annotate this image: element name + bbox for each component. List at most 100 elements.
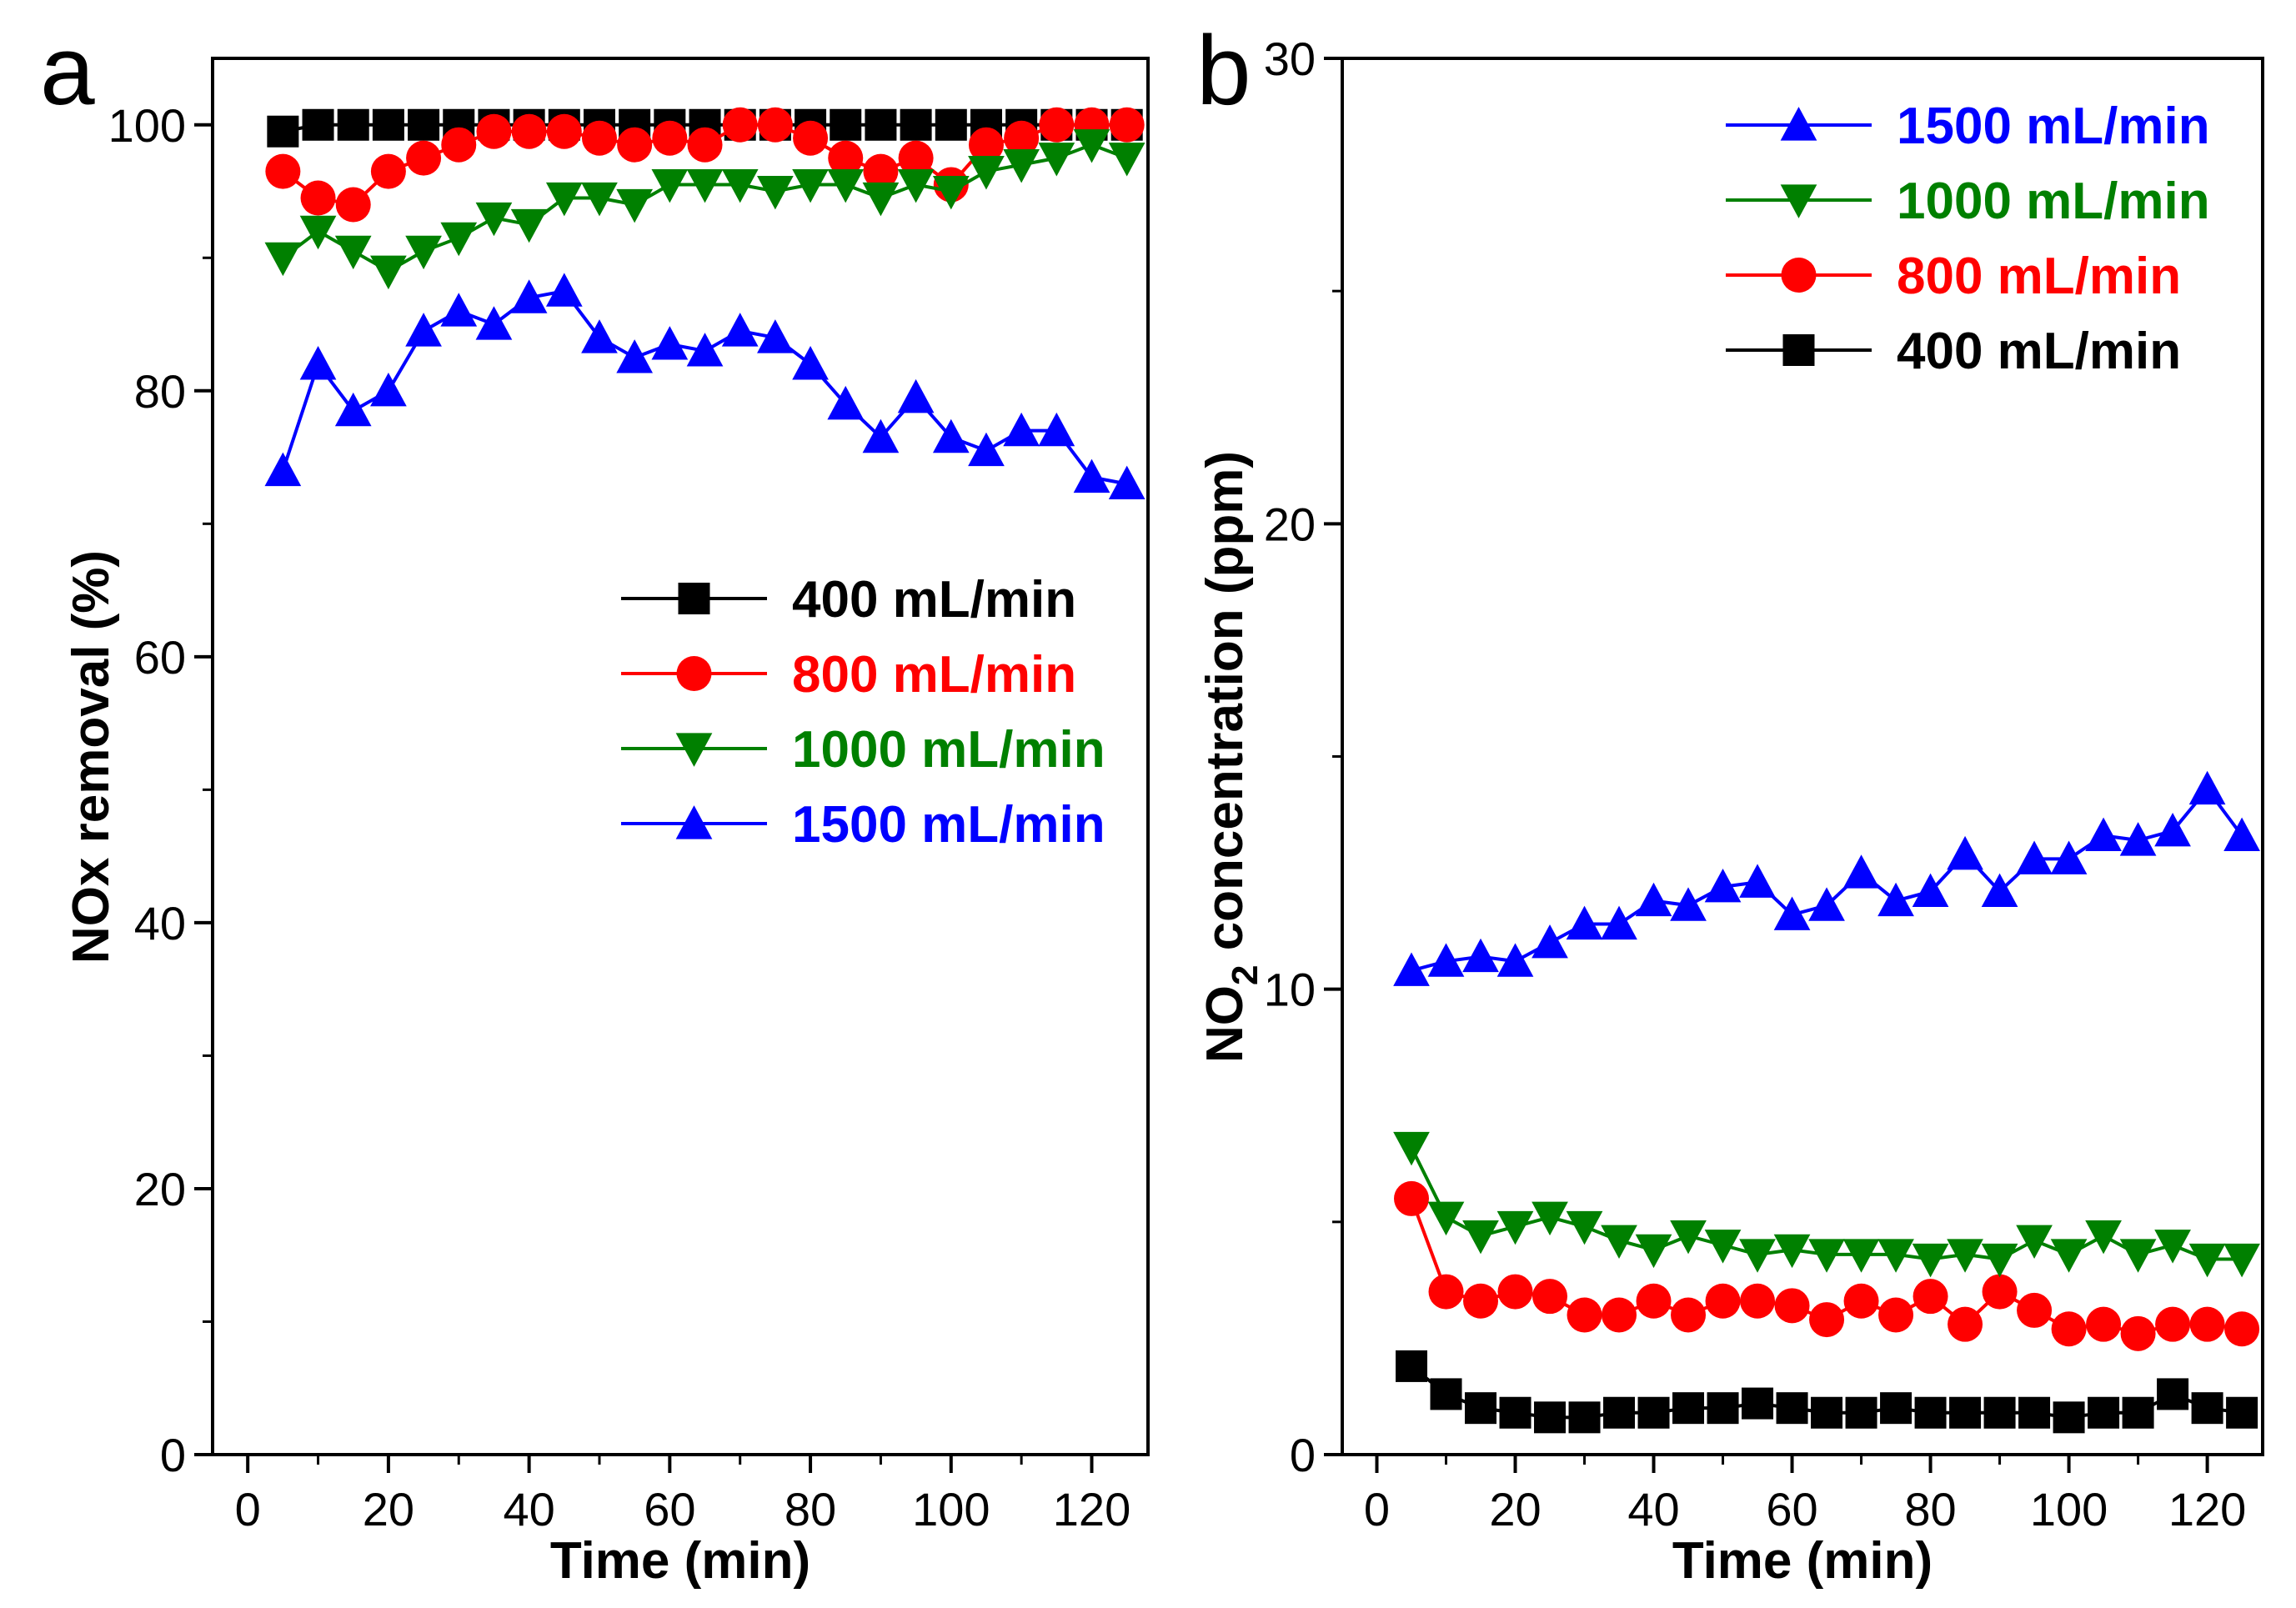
panel-a-data-point-1000-ml-min xyxy=(299,215,337,250)
panel-b-data-point-800-ml-min xyxy=(2120,1315,2156,1351)
panel-a-data-point-1000-ml-min xyxy=(334,235,372,270)
panel-b-data-point-800-ml-min xyxy=(1671,1297,1707,1333)
panel-b-y-axis-title-subscript: 2 xyxy=(1225,965,1266,985)
panel-a-data-point-400-ml-min xyxy=(337,108,369,141)
panel-a-data-point-1000-ml-min xyxy=(757,175,794,210)
panel-b-data-point-1500-ml-min xyxy=(2154,812,2191,847)
panel-a-data-point-1000-ml-min xyxy=(968,156,1005,190)
panel-b-data-point-400-ml-min xyxy=(1672,1392,1705,1425)
panel-b-legend-label-800-ml-min: 800 mL/min xyxy=(1897,248,2181,305)
panel-b-data-point-1500-ml-min xyxy=(2223,817,2260,851)
panel-b-data-point-800-ml-min xyxy=(1636,1283,1672,1319)
panel-a-legend-item-1000-ml-min: 1000 mL/min xyxy=(621,721,1105,779)
panel-a-data-point-400-ml-min xyxy=(372,108,404,141)
panel-a-data-point-800-ml-min xyxy=(406,140,442,176)
panel-a-data-point-1000-ml-min xyxy=(405,235,442,270)
panel-b-data-point-800-ml-min xyxy=(2017,1292,2053,1328)
panel-b-data-point-1500-ml-min xyxy=(1427,943,1465,977)
panel-a-data-point-1000-ml-min xyxy=(686,168,724,203)
panel-a-label: a xyxy=(40,16,95,126)
panel-b-x-tick-label: 120 xyxy=(2168,1483,2246,1535)
panel-b-x-tick-label: 100 xyxy=(2030,1483,2108,1535)
panel-a-data-point-1000-ml-min xyxy=(475,202,513,237)
panel-a-data-point-800-ml-min xyxy=(687,127,723,163)
panel-a-data-point-800-ml-min xyxy=(617,127,653,163)
panel-b-data-point-400-ml-min xyxy=(2226,1396,2258,1429)
panel-b-x-axis-title: Time (min) xyxy=(1672,1532,1933,1590)
panel-b-legend-marker-1000-ml-min xyxy=(1780,184,1817,218)
panel-b-legend-label-400-ml-min: 400 mL/min xyxy=(1897,323,2181,380)
panel-b-data-point-1500-ml-min xyxy=(1635,882,1672,917)
panel-b-data-point-1500-ml-min xyxy=(1566,905,1603,940)
panel-a-axes: 0 20 40 60 80 100 120 0 20 40 60 80 100 xyxy=(108,99,1131,1535)
panel-b-data-point-400-ml-min xyxy=(1603,1396,1636,1429)
panel-b-data-point-1000-ml-min xyxy=(1877,1239,1914,1273)
panel-b-data-point-1000-ml-min xyxy=(1566,1210,1603,1245)
panel-a-frame xyxy=(211,57,1150,1456)
panel-b-data-point-400-ml-min xyxy=(2088,1396,2120,1429)
panel-a-data-point-400-ml-min xyxy=(408,108,440,141)
panel-b-legend-item-1000-ml-min: 1000 mL/min xyxy=(1726,173,2210,230)
panel-a-data-point-1000-ml-min xyxy=(721,168,759,203)
panel-a-data-point-1500-ml-min xyxy=(405,313,442,347)
panel-b-data-point-1000-ml-min xyxy=(1704,1230,1742,1264)
panel-a-data-point-400-ml-min xyxy=(267,115,299,148)
panel-a-y-tick-label: 80 xyxy=(134,365,186,418)
panel-b-series-1500-ml-min xyxy=(1393,770,2260,986)
panel-b-data-point-800-ml-min xyxy=(2051,1311,2087,1347)
panel-a-data-point-1500-ml-min xyxy=(827,385,865,420)
panel-a-data-point-1000-ml-min xyxy=(264,242,302,277)
panel-a-data-point-1500-ml-min xyxy=(862,418,900,453)
panel-b-data-point-1500-ml-min xyxy=(1496,943,1534,977)
panel-a-data-point-1000-ml-min xyxy=(510,208,548,243)
panel-a-legend: 400 mL/min 800 mL/min 1000 mL/min 1500 mL/m… xyxy=(621,571,1105,854)
panel-b-data-point-1000-ml-min xyxy=(2119,1239,2157,1273)
panel-b-data-point-400-ml-min xyxy=(1499,1396,1532,1429)
panel-b-data-point-1000-ml-min xyxy=(1808,1239,1845,1273)
panel-b-y-tick-label: 20 xyxy=(1264,498,1316,550)
panel-a-data-point-800-ml-min xyxy=(441,127,477,163)
panel-a-data-point-1000-ml-min xyxy=(581,182,618,217)
panel-b-data-point-800-ml-min xyxy=(1878,1297,1914,1333)
panel-b-data-point-800-ml-min xyxy=(1463,1283,1499,1319)
panel-b-data-point-1500-ml-min xyxy=(1670,887,1707,921)
panel-b-x-tick-label: 0 xyxy=(1364,1483,1390,1535)
panel-b-label: b xyxy=(1196,16,1251,126)
panel-b-data-point-800-ml-min xyxy=(1532,1279,1568,1315)
panel-a-legend-label-800-ml-min: 800 mL/min xyxy=(792,646,1076,704)
panel-a: a 0 20 40 60 80 100 120 0 20 40 60 80 100 Time (min)… xyxy=(40,16,1150,1590)
panel-b-data-point-800-ml-min xyxy=(1774,1288,1810,1324)
panel-b-y-axis-title-rest: concentration (ppm) xyxy=(1196,451,1254,965)
panel-a-data-point-400-ml-min xyxy=(302,108,334,141)
panel-b-data-point-800-ml-min xyxy=(1567,1297,1602,1333)
panel-b-legend-item-800-ml-min: 800 mL/min xyxy=(1726,248,2181,305)
panel-a-legend-label-400-ml-min: 400 mL/min xyxy=(792,571,1076,629)
panel-a-data-point-800-ml-min xyxy=(300,180,336,216)
panel-a-data-point-1000-ml-min xyxy=(932,175,970,210)
panel-b-x-tick-label: 80 xyxy=(1904,1483,1956,1535)
panel-b-data-point-1500-ml-min xyxy=(1773,896,1811,930)
panel-a-data-point-1000-ml-min xyxy=(827,168,865,203)
panel-b-legend-item-1500-ml-min: 1500 mL/min xyxy=(1726,98,2210,155)
panel-a-data-point-400-ml-min xyxy=(865,108,897,141)
panel-a-data-point-800-ml-min xyxy=(265,153,301,189)
panel-b: b 0 20 40 60 80 100 120 0 10 20 30 Time (min) NO2 … xyxy=(1196,16,2264,1590)
panel-b-data-point-400-ml-min xyxy=(1776,1392,1808,1425)
panel-b-data-point-800-ml-min xyxy=(1948,1306,1983,1342)
panel-a-legend-marker-1500-ml-min xyxy=(675,805,713,839)
panel-b-data-point-1000-ml-min xyxy=(2085,1220,2122,1255)
panel-b-data-point-800-ml-min xyxy=(2155,1306,2191,1342)
panel-a-x-tick-label: 20 xyxy=(363,1483,414,1535)
panel-a-series-1500-ml-min xyxy=(264,273,1145,500)
panel-a-data-point-800-ml-min xyxy=(828,140,864,176)
panel-b-data-point-800-ml-min xyxy=(1809,1302,1845,1338)
panel-b-data-point-400-ml-min xyxy=(1707,1392,1739,1425)
panel-a-data-point-1500-ml-min xyxy=(968,432,1005,467)
panel-b-data-point-1500-ml-min xyxy=(2050,840,2088,874)
panel-a-data-point-1500-ml-min xyxy=(757,319,794,353)
panel-b-data-point-400-ml-min xyxy=(1914,1396,1947,1429)
panel-a-legend-item-800-ml-min: 800 mL/min xyxy=(621,646,1076,704)
panel-b-axes: 0 20 40 60 80 100 120 0 10 20 30 xyxy=(1264,33,2247,1535)
panel-a-data-point-1000-ml-min xyxy=(616,188,654,223)
